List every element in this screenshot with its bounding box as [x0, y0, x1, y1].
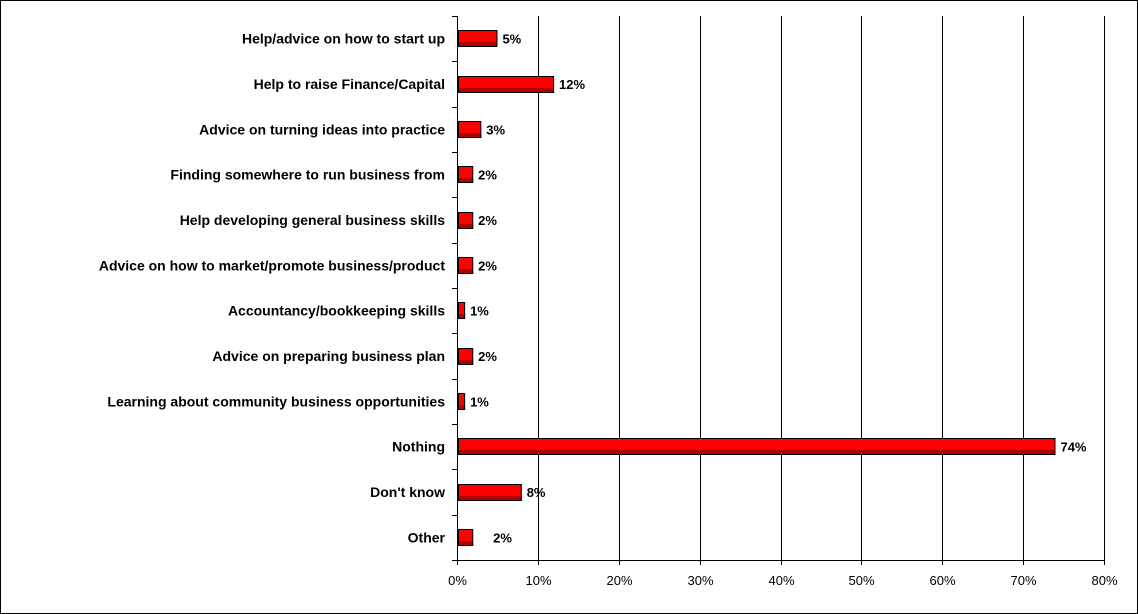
category-label: Other	[408, 529, 446, 545]
x-tick-label: 10%	[525, 573, 551, 588]
bar-shade	[458, 42, 498, 47]
gridlines	[538, 16, 1105, 560]
x-tick-label: 20%	[606, 573, 632, 588]
bar	[458, 257, 474, 274]
bar	[458, 393, 466, 410]
category-label: Nothing	[392, 439, 445, 455]
bar-shade	[458, 224, 474, 229]
x-tick-label: 50%	[848, 573, 874, 588]
value-label: 12%	[559, 77, 585, 92]
value-label: 2%	[478, 168, 497, 183]
bar	[458, 529, 474, 546]
x-tick-label: 40%	[768, 573, 794, 588]
bar-shade	[458, 496, 522, 501]
category-label: Learning about community business opport…	[107, 393, 445, 409]
value-label: 2%	[493, 530, 512, 545]
bar-outline	[458, 166, 474, 183]
bar-outline	[458, 30, 498, 47]
bar	[458, 121, 482, 138]
x-tick-label: 30%	[687, 573, 713, 588]
category-label: Help to raise Finance/Capital	[254, 76, 445, 92]
labels: 0% 10% 20% 30% 40% 50% 60% 70% 80% Help/advice on…	[99, 31, 1118, 588]
bar	[458, 166, 474, 183]
category-label: Help developing general business skills	[180, 212, 446, 228]
bar-outline	[458, 393, 466, 410]
category-label: Advice on how to market/promote business…	[99, 257, 445, 273]
x-tick-label: 70%	[1010, 573, 1036, 588]
bar-outline	[458, 438, 1056, 455]
category-label: Accountancy/bookkeeping skills	[228, 303, 445, 319]
x-tick-label: 0%	[448, 573, 467, 588]
bar	[458, 302, 466, 319]
bar	[458, 76, 555, 93]
bar-fill	[458, 302, 466, 319]
value-label: 1%	[470, 394, 489, 409]
value-label: 8%	[527, 485, 546, 500]
bar-outline	[458, 302, 466, 319]
bar	[458, 438, 1056, 455]
bar	[458, 30, 498, 47]
bar-outline	[458, 529, 474, 546]
value-label: 1%	[470, 304, 489, 319]
bar-outline	[458, 212, 474, 229]
axes	[452, 16, 1105, 565]
bar-shade	[458, 88, 555, 93]
bar-shade	[458, 269, 474, 274]
value-label: 5%	[502, 32, 521, 47]
value-label: 3%	[486, 122, 505, 137]
bar-shade	[458, 360, 474, 365]
bar	[458, 484, 522, 501]
value-label: 2%	[478, 258, 497, 273]
value-label: 2%	[478, 349, 497, 364]
category-label: Help/advice on how to start up	[242, 31, 445, 47]
category-label: Advice on turning ideas into practice	[199, 121, 445, 137]
bar-shade	[458, 314, 466, 319]
category-label: Advice on preparing business plan	[212, 348, 445, 364]
bar	[458, 348, 474, 365]
category-label: Don't know	[370, 484, 445, 500]
bar-shade	[458, 133, 482, 138]
bar-shade	[458, 541, 474, 546]
bar	[458, 212, 474, 229]
x-tick-label: 60%	[929, 573, 955, 588]
bar-shade	[458, 450, 1056, 455]
bar-outline	[458, 348, 474, 365]
bar-outline	[458, 257, 474, 274]
bars	[458, 30, 1056, 546]
value-label: 2%	[478, 213, 497, 228]
bar-outline	[458, 484, 522, 501]
x-tick-label: 80%	[1091, 573, 1117, 588]
category-label: Finding somewhere to run business from	[170, 167, 445, 183]
bar-outline	[458, 76, 555, 93]
bar-outline	[458, 121, 482, 138]
value-label: 74%	[1060, 440, 1086, 455]
bar-shade	[458, 405, 466, 410]
bar-fill	[458, 393, 466, 410]
bar-shade	[458, 178, 474, 183]
